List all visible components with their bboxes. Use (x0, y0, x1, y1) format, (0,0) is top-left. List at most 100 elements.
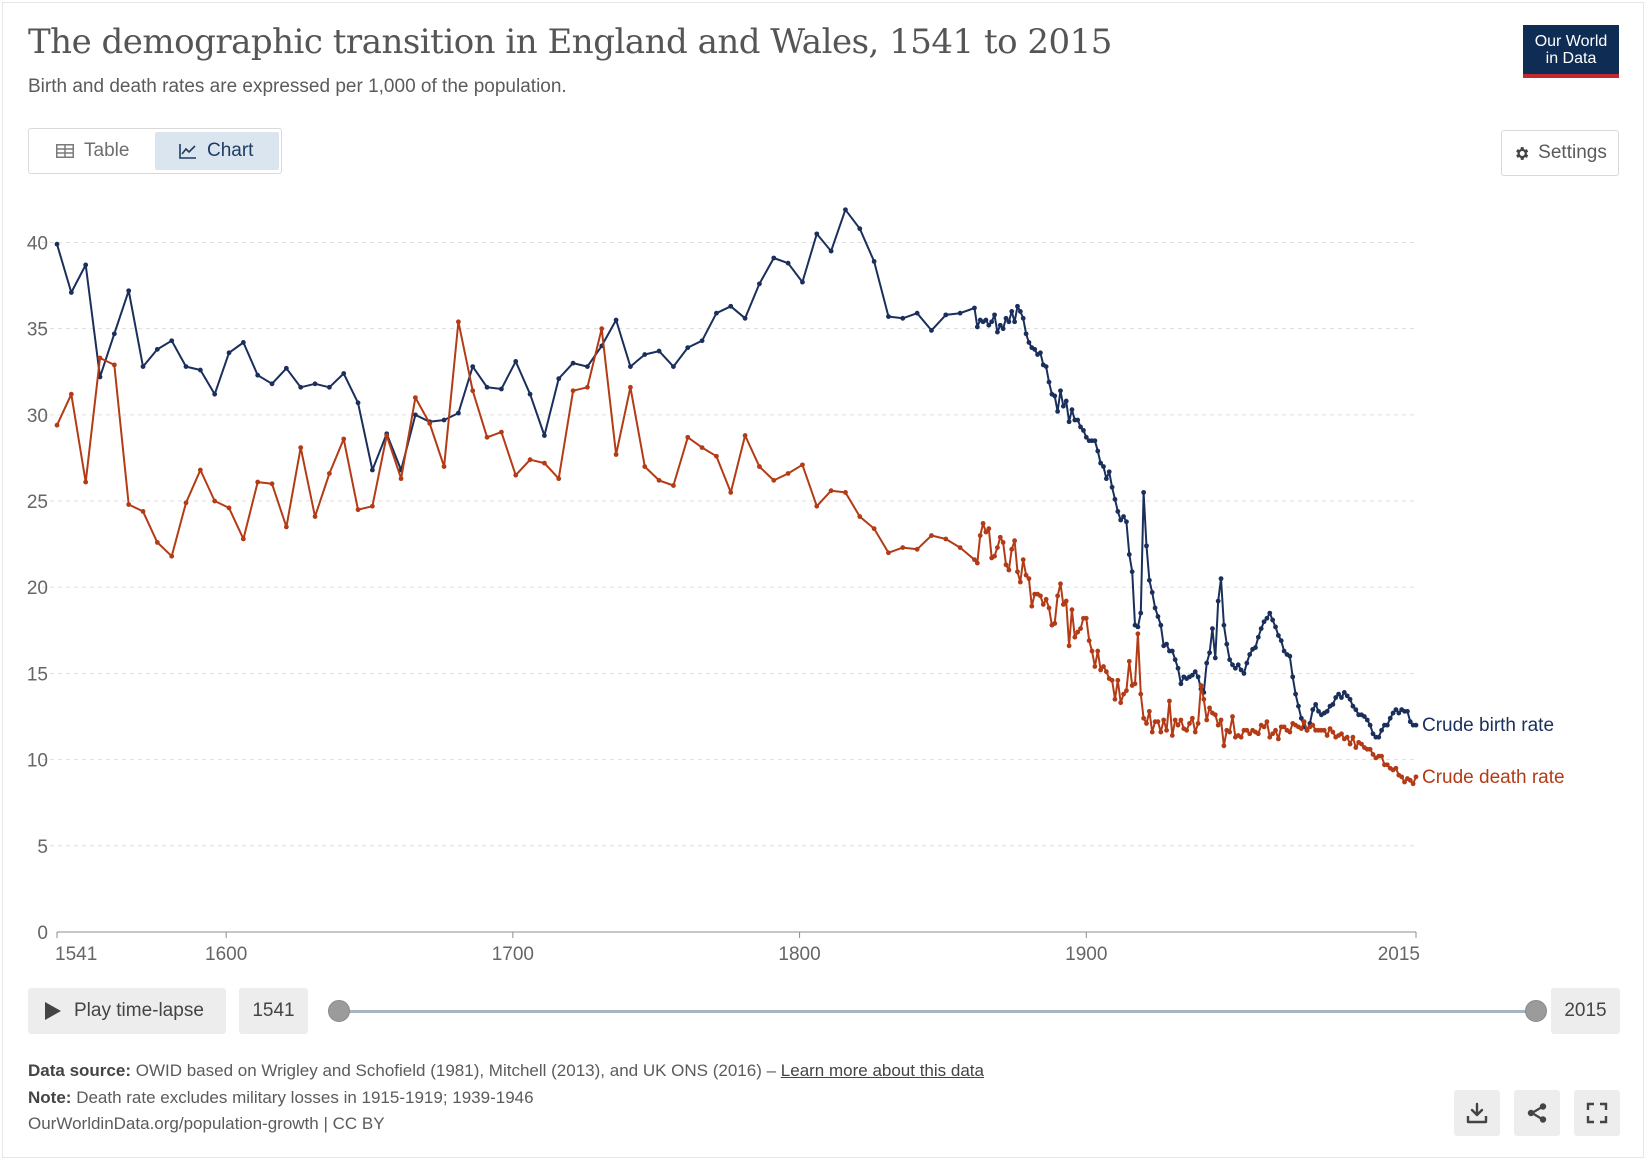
data-point (1121, 514, 1126, 519)
data-point (298, 384, 304, 390)
data-point (1146, 577, 1152, 583)
data-point (1413, 774, 1419, 780)
data-point (857, 514, 863, 519)
data-point (997, 534, 1003, 540)
data-point (1384, 722, 1390, 728)
data-point (1098, 667, 1104, 673)
play-timelapse-button[interactable]: Play time-lapse (28, 988, 226, 1034)
data-point (1060, 602, 1066, 607)
timeline-slider-track[interactable] (338, 1010, 1536, 1013)
data-point (1164, 727, 1169, 733)
data-point (1178, 681, 1184, 687)
end-year-box[interactable]: 2015 (1551, 988, 1620, 1034)
data-point (1255, 731, 1261, 737)
learn-more-link[interactable]: Learn more about this data (780, 1061, 984, 1080)
data-point (1015, 303, 1020, 309)
data-point (1118, 700, 1124, 706)
data-point (1321, 727, 1327, 733)
data-point (1339, 731, 1344, 737)
data-point (1244, 660, 1250, 666)
data-point (1270, 617, 1276, 623)
timeline-end-handle[interactable] (1525, 1000, 1547, 1022)
data-point (1253, 645, 1258, 650)
tab-chart-label: Chart (207, 140, 254, 161)
data-point (513, 472, 519, 478)
data-point (1195, 674, 1201, 680)
data-point (1118, 517, 1124, 523)
data-point (1081, 427, 1086, 433)
data-point (1264, 615, 1270, 621)
data-point (1270, 731, 1276, 737)
data-point (943, 536, 949, 542)
data-point (1379, 727, 1384, 733)
data-point (269, 481, 275, 487)
y-tick-label: 25 (27, 492, 48, 513)
data-point (699, 338, 705, 344)
data-point (1413, 722, 1419, 728)
download-button[interactable] (1454, 1090, 1500, 1136)
data-point (1109, 677, 1115, 683)
data-point (714, 453, 719, 459)
data-point (800, 462, 805, 468)
data-point (169, 553, 175, 559)
tab-chart[interactable]: Chart (155, 132, 279, 170)
tab-table[interactable]: Table (32, 132, 154, 170)
data-point (1124, 519, 1129, 525)
note-prefix: Note: (28, 1088, 72, 1107)
data-point (1316, 708, 1321, 714)
data-point (183, 500, 189, 506)
data-point (427, 421, 433, 426)
timeline-start-handle[interactable] (328, 1000, 350, 1022)
data-point (992, 312, 997, 318)
data-point (1023, 572, 1029, 578)
data-point (997, 322, 1003, 328)
fullscreen-button[interactable] (1574, 1090, 1620, 1136)
owid-logo[interactable]: Our World in Data (1523, 25, 1619, 78)
share-button[interactable] (1514, 1090, 1560, 1136)
data-point (986, 322, 992, 328)
data-point (728, 490, 734, 495)
data-point (126, 502, 132, 507)
data-point (1275, 736, 1281, 742)
data-point (1026, 340, 1032, 345)
data-point (828, 248, 834, 254)
data-point (1241, 671, 1247, 676)
data-point (1347, 741, 1353, 747)
data-point (1006, 319, 1012, 325)
data-point (628, 384, 633, 390)
data-point (1052, 621, 1058, 626)
source-url[interactable]: OurWorldinData.org/population-growth | C… (28, 1114, 385, 1133)
data-point (369, 503, 375, 509)
data-point (269, 381, 275, 387)
data-point (1152, 605, 1158, 611)
data-point (1083, 615, 1089, 621)
line-chart: 0 5 10 15 20 25 30 35 40 1541 1600 1700 1800 1900 201… (27, 207, 1565, 965)
data-point (455, 319, 461, 325)
data-point (1224, 641, 1230, 647)
start-year-box[interactable]: 1541 (239, 988, 308, 1034)
data-point (1103, 669, 1109, 675)
data-point (369, 467, 375, 473)
data-point (1112, 696, 1118, 702)
data-point (1339, 695, 1344, 700)
data-point (1032, 346, 1038, 352)
data-point (1155, 614, 1161, 619)
data-point (599, 326, 605, 332)
data-point (1141, 490, 1147, 495)
data-point (312, 381, 318, 387)
data-point (685, 345, 691, 351)
data-point (1364, 717, 1370, 723)
data-point (1304, 727, 1310, 733)
data-point (1261, 724, 1267, 730)
data-point (412, 395, 418, 401)
data-point (1212, 712, 1218, 718)
data-point (1149, 729, 1155, 735)
data-point (1215, 598, 1221, 604)
data-point (1238, 667, 1244, 673)
data-point (1313, 702, 1319, 707)
settings-button[interactable]: Settings (1501, 130, 1619, 176)
data-point (570, 360, 576, 366)
data-point (197, 367, 203, 373)
data-source: Data source: OWID based on Wrigley and S… (28, 1061, 984, 1081)
data-point (498, 386, 504, 392)
